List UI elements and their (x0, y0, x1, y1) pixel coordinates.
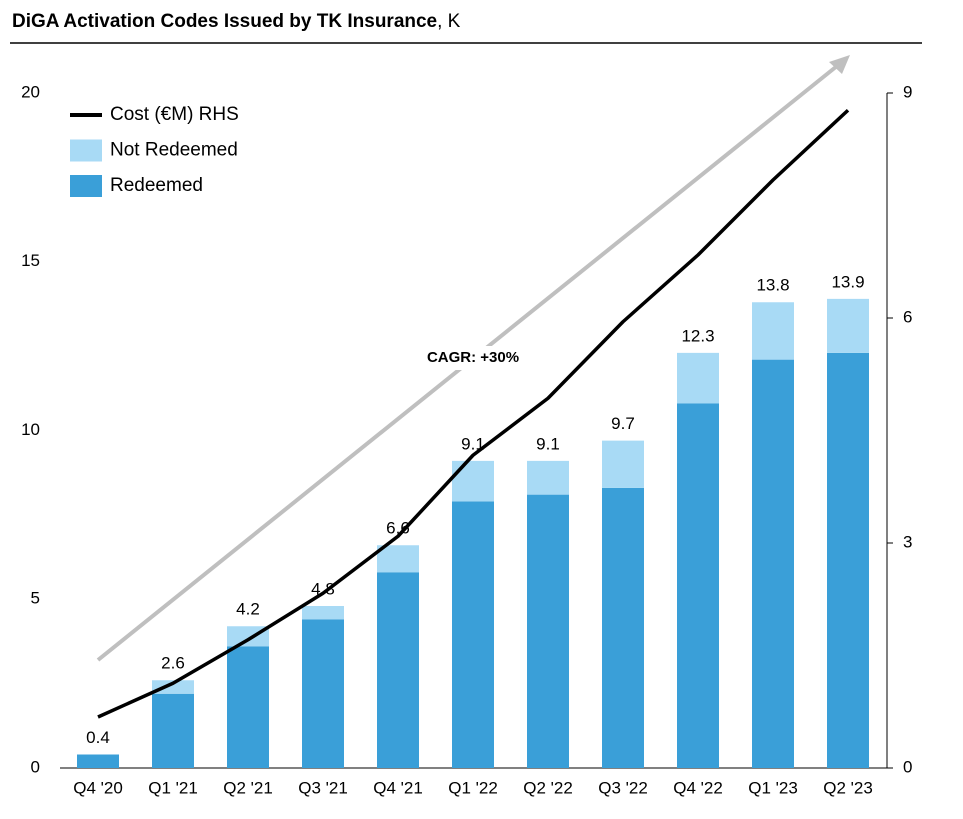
bar-segment (377, 572, 419, 768)
bar-segment (677, 403, 719, 768)
bar-segment (677, 352, 719, 404)
bar-segment (752, 302, 794, 360)
bar-segment (452, 501, 494, 768)
x-tick-label: Q3 '22 (598, 778, 648, 797)
bar-segment (752, 359, 794, 768)
bar-segment (227, 646, 269, 768)
y-tick-label: 0 (31, 757, 40, 776)
legend-label: Cost (€M) RHS (110, 104, 239, 125)
title-main: DiGA Activation Codes Issued by TK Insur… (12, 11, 437, 32)
legend-swatch (70, 139, 102, 162)
total-label: 6.6 (386, 519, 410, 538)
y-tick-label: 5 (31, 589, 40, 608)
x-tick-label: Q1 '22 (448, 778, 498, 797)
x-tick-label: Q2 '23 (823, 778, 873, 797)
annotation: CAGR: +30% (427, 349, 519, 366)
x-tick-label: Q4 '20 (73, 778, 123, 797)
total-label: 9.1 (536, 434, 560, 453)
annotation-bg (410, 346, 536, 370)
x-tick-label: Q2 '22 (523, 778, 573, 797)
bar-segment (827, 352, 869, 768)
trend-arrow-head (829, 55, 850, 74)
x-tick-label: Q2 '21 (223, 778, 273, 797)
total-label: 4.8 (311, 579, 335, 598)
bar-segment (602, 487, 644, 768)
legend-label: Not Redeemed (110, 140, 238, 161)
x-tick-label: Q3 '21 (298, 778, 348, 797)
total-label: 13.8 (756, 276, 789, 295)
y2-tick-label: 3 (903, 532, 912, 551)
bar-segment (527, 494, 569, 768)
bar-segment (77, 754, 119, 768)
y2-tick-label: 0 (903, 757, 912, 776)
bar-segment (377, 545, 419, 573)
title-suffix: , K (437, 11, 461, 32)
y-tick-label: 10 (21, 420, 40, 439)
bar-segment (602, 440, 644, 488)
y2-tick-label: 9 (903, 82, 912, 101)
y2-tick-label: 6 (903, 307, 912, 326)
y-tick-label: 15 (21, 251, 40, 270)
cost-line (97, 108, 850, 719)
bar-segment (827, 298, 869, 353)
x-tick-label: Q4 '22 (673, 778, 723, 797)
bar-segment (527, 460, 569, 495)
total-label: 4.2 (236, 600, 260, 619)
total-label: 9.7 (611, 414, 635, 433)
chart-title: DiGA Activation Codes Issued by TK Insur… (12, 11, 461, 32)
legend-swatch (70, 175, 102, 197)
total-label: 2.6 (161, 654, 185, 673)
y-tick-label: 20 (21, 82, 40, 101)
bar-segment (302, 606, 344, 620)
total-label: 12.3 (681, 326, 714, 345)
bar-segment (452, 460, 494, 502)
bar-segment (152, 693, 194, 768)
legend-label: Redeemed (110, 175, 203, 196)
total-label: 0.4 (86, 728, 110, 747)
x-tick-label: Q1 '23 (748, 778, 798, 797)
x-tick-label: Q4 '21 (373, 778, 423, 797)
bar-segment (152, 680, 194, 694)
bar-segment (302, 619, 344, 768)
total-label: 13.9 (831, 272, 864, 291)
x-tick-label: Q1 '21 (148, 778, 198, 797)
